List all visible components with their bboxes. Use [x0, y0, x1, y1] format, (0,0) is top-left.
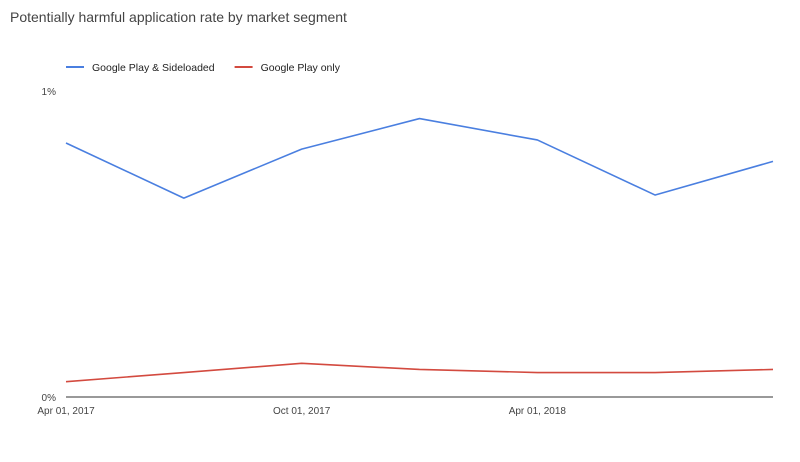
- data-point: [535, 371, 539, 375]
- y-tick-label: 1%: [42, 87, 57, 98]
- data-point: [182, 196, 186, 200]
- series-line-2: [65, 362, 774, 383]
- data-point: [300, 361, 304, 365]
- chart-title: Potentially harmful application rate by …: [10, 9, 347, 25]
- y-tick-label: 0%: [42, 393, 57, 404]
- data-point: [771, 159, 775, 163]
- x-tick-label: Apr 01, 2018: [509, 406, 567, 417]
- legend-label: Google Play only: [261, 62, 341, 74]
- data-point: [653, 193, 657, 197]
- data-point: [418, 367, 422, 371]
- data-point: [771, 367, 775, 371]
- legend-entry-1: Google Play & Sideloaded: [66, 62, 215, 74]
- legend-label: Google Play & Sideloaded: [92, 62, 215, 74]
- series-line-1: [65, 117, 774, 199]
- data-point: [535, 138, 539, 142]
- x-tick-label: Apr 01, 2017: [37, 406, 95, 417]
- data-point: [653, 371, 657, 375]
- data-point: [64, 380, 68, 384]
- data-point: [418, 117, 422, 121]
- data-point: [300, 147, 304, 151]
- data-point: [182, 371, 186, 375]
- data-point: [64, 141, 68, 145]
- legend-entry-2: Google Play only: [234, 62, 341, 74]
- x-tick-label: Oct 01, 2017: [273, 406, 331, 417]
- series-layer: [64, 117, 775, 384]
- legend: Google Play & Sideloaded Google Play only: [66, 62, 341, 74]
- axes: 1% 0% Apr 01, 2017 Oct 01, 2017 Apr 01, 2018: [37, 87, 773, 417]
